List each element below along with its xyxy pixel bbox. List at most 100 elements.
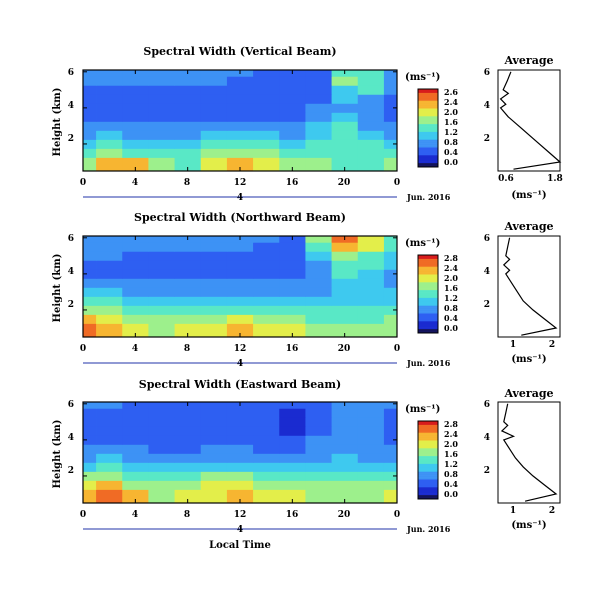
x-tick-label: 12 bbox=[234, 178, 247, 188]
heatmap-cell bbox=[305, 85, 332, 95]
heatmap-cell bbox=[279, 489, 306, 504]
colorbar-segment bbox=[418, 165, 438, 168]
heatmap-cell bbox=[305, 103, 332, 113]
heatmap-cell bbox=[200, 76, 228, 86]
heatmap-cell bbox=[357, 462, 385, 472]
heatmap-cell bbox=[148, 103, 175, 113]
colorbar-segment bbox=[418, 426, 438, 430]
average-title: Average bbox=[503, 387, 553, 400]
colorbar-segment bbox=[418, 444, 438, 447]
heatmap-cell bbox=[279, 417, 306, 427]
heatmap-cell bbox=[200, 269, 228, 279]
average-x-label: (ms⁻¹) bbox=[511, 190, 546, 201]
heatmap-cell bbox=[148, 435, 175, 445]
colorbar-tick-label: 0.4 bbox=[444, 147, 458, 157]
heatmap-cell bbox=[83, 417, 97, 427]
heatmap-cell bbox=[383, 139, 398, 149]
x-axis-label: Local Time bbox=[209, 540, 271, 551]
heatmap-cell bbox=[83, 242, 97, 252]
plot-frame bbox=[82, 69, 398, 172]
colorbar-segment bbox=[418, 161, 438, 164]
colorbar-tick-label: 2.8 bbox=[444, 419, 458, 429]
heatmap-cell bbox=[226, 426, 254, 436]
heatmap-cell bbox=[305, 112, 332, 122]
colorbar-segment bbox=[418, 461, 438, 465]
colorbar-segment bbox=[418, 137, 438, 140]
heatmap-cell bbox=[200, 242, 228, 252]
heatmap-cell bbox=[383, 278, 398, 288]
heatmap-cell bbox=[279, 296, 306, 306]
heatmap-cell bbox=[122, 323, 149, 338]
heatmap-cell bbox=[279, 426, 306, 436]
heatmap-cell bbox=[200, 462, 228, 472]
heatmap-cell bbox=[96, 94, 123, 104]
heatmap-cell bbox=[305, 426, 332, 436]
heatmap-cell bbox=[226, 323, 254, 338]
colorbar-segment bbox=[418, 463, 438, 467]
y-tick-label: 4 bbox=[68, 267, 74, 277]
heatmap-cell bbox=[122, 242, 149, 252]
colorbar-segment bbox=[418, 305, 438, 308]
panel-northward-beam: Spectral Width (Northward Beam) Height (… bbox=[52, 211, 561, 369]
heatmap-cell bbox=[96, 417, 123, 427]
heatmap-cell bbox=[200, 305, 228, 315]
heatmap-cell bbox=[383, 462, 398, 472]
heatmap-cell bbox=[174, 426, 202, 436]
heatmap-cell bbox=[174, 462, 202, 472]
heatmap-cell bbox=[305, 314, 332, 324]
colorbar-segment bbox=[418, 295, 438, 299]
heatmap-cell bbox=[357, 242, 385, 252]
heatmap-cell bbox=[200, 236, 228, 243]
average-x-tick-label: 0.6 bbox=[498, 174, 514, 184]
heatmap-cell bbox=[305, 70, 332, 77]
heatmap-cell bbox=[122, 462, 149, 472]
heatmap-cell bbox=[226, 489, 254, 504]
colorbar-segment bbox=[418, 112, 438, 115]
x-tick-label: 16 bbox=[286, 344, 299, 354]
heatmap-cell bbox=[148, 480, 175, 490]
heatmap-cell bbox=[253, 70, 280, 77]
heatmap-cell bbox=[122, 121, 149, 131]
heatmap-cell bbox=[305, 323, 332, 338]
heatmap-cell bbox=[357, 121, 385, 131]
colorbar-segment bbox=[418, 311, 438, 314]
colorbar-segment bbox=[418, 440, 438, 443]
average-x-label: (ms⁻¹) bbox=[511, 520, 546, 531]
heatmap-cell bbox=[357, 76, 385, 86]
heatmap-cell bbox=[305, 242, 332, 252]
heatmap-cell bbox=[279, 76, 306, 86]
x-tick-label: 20 bbox=[338, 510, 351, 520]
heatmap-cell bbox=[383, 444, 398, 454]
heatmap-cell bbox=[279, 157, 306, 172]
panel-title: Spectral Width (Northward Beam) bbox=[134, 211, 346, 224]
y-tick-label: 2 bbox=[68, 466, 74, 476]
x-tick-label: 16 bbox=[286, 178, 299, 188]
heatmap-cell bbox=[253, 453, 280, 463]
heatmap-cell bbox=[200, 157, 228, 172]
heatmap-cell bbox=[331, 462, 359, 472]
heatmap-cell bbox=[383, 157, 398, 172]
heatmap-cell bbox=[253, 94, 280, 104]
heatmap-cell bbox=[83, 471, 97, 481]
colorbar-segment bbox=[418, 258, 438, 262]
heatmap-cell bbox=[122, 139, 149, 149]
colorbar-segment bbox=[418, 290, 438, 293]
average-title: Average bbox=[503, 220, 553, 233]
heatmap-cell bbox=[122, 251, 149, 261]
day-label: 4 bbox=[237, 359, 243, 369]
colorbar-segment bbox=[418, 90, 438, 94]
heatmap-cell bbox=[331, 260, 359, 270]
heatmap-cell bbox=[226, 287, 254, 297]
y-axis-label: Height (km) bbox=[52, 254, 63, 323]
heatmap-cell bbox=[200, 417, 228, 427]
panel-vertical-beam: Spectral Width (Vertical Beam) Height (k… bbox=[52, 45, 563, 203]
heatmap-cell bbox=[174, 269, 202, 279]
heatmap-cell bbox=[331, 94, 359, 104]
heatmap-cell bbox=[122, 269, 149, 279]
heatmap-cell bbox=[383, 251, 398, 261]
heatmap-cell bbox=[226, 251, 254, 261]
colorbar-segment bbox=[418, 458, 438, 461]
heatmap-cell bbox=[226, 76, 254, 86]
heatmap-cell bbox=[96, 462, 123, 472]
heatmap-cell bbox=[96, 426, 123, 436]
